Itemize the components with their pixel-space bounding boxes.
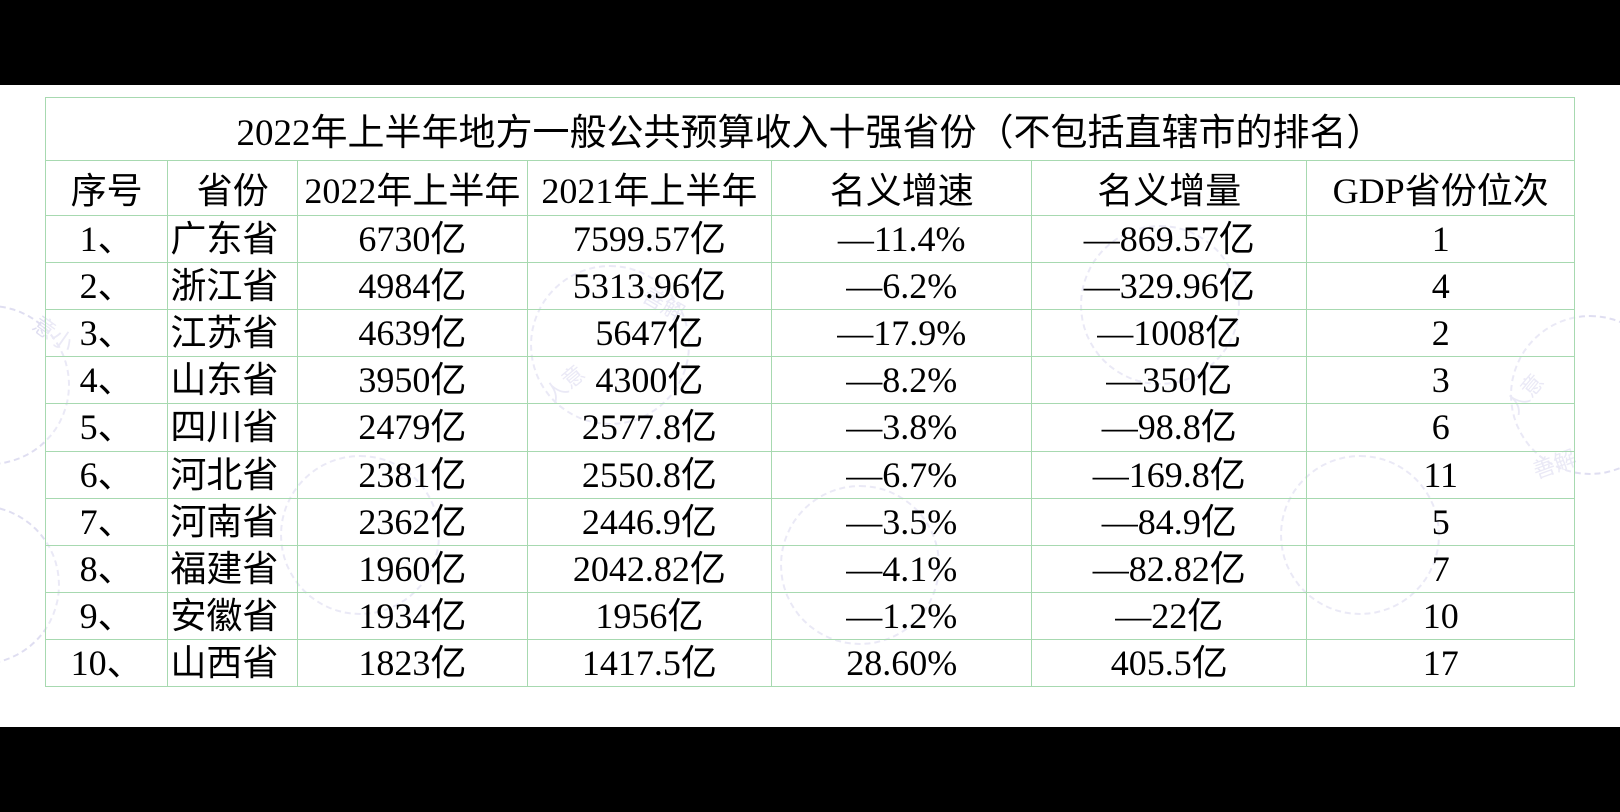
cell-diff: —329.96亿 xyxy=(1032,263,1307,310)
cell-2022: 3950亿 xyxy=(298,357,527,404)
col-header-idx: 序号 xyxy=(46,161,168,216)
cell-prov: 安徽省 xyxy=(168,592,298,639)
cell-2021: 1956亿 xyxy=(527,592,772,639)
cell-diff: —98.8亿 xyxy=(1032,404,1307,451)
cell-2021: 4300亿 xyxy=(527,357,772,404)
table-title: 2022年上半年地方一般公共预算收入十强省份（不包括直辖市的排名） xyxy=(45,97,1575,160)
cell-diff: —350亿 xyxy=(1032,357,1307,404)
cell-idx: 8、 xyxy=(46,545,168,592)
cell-rate: —4.1% xyxy=(772,545,1032,592)
table-row: 7、河南省2362亿2446.9亿—3.5%—84.9亿5 xyxy=(46,498,1575,545)
cell-2022: 6730亿 xyxy=(298,216,527,263)
cell-2021: 2042.82亿 xyxy=(527,545,772,592)
cell-diff: —82.82亿 xyxy=(1032,545,1307,592)
table-body: 1、广东省6730亿7599.57亿—11.4%—869.57亿1 2、浙江省4… xyxy=(46,216,1575,687)
cell-rate: —6.2% xyxy=(772,263,1032,310)
cell-2021: 1417.5亿 xyxy=(527,639,772,686)
cell-idx: 10、 xyxy=(46,639,168,686)
table-row: 1、广东省6730亿7599.57亿—11.4%—869.57亿1 xyxy=(46,216,1575,263)
cell-rate: —1.2% xyxy=(772,592,1032,639)
cell-2022: 2479亿 xyxy=(298,404,527,451)
cell-prov: 河北省 xyxy=(168,451,298,498)
cell-2022: 1823亿 xyxy=(298,639,527,686)
cell-rate: —17.9% xyxy=(772,310,1032,357)
cell-prov: 山东省 xyxy=(168,357,298,404)
cell-diff: —22亿 xyxy=(1032,592,1307,639)
cell-2021: 5313.96亿 xyxy=(527,263,772,310)
col-header-gdp: GDP省份位次 xyxy=(1307,161,1575,216)
col-header-2022: 2022年上半年 xyxy=(298,161,527,216)
cell-gdp: 3 xyxy=(1307,357,1575,404)
cell-2022: 2362亿 xyxy=(298,498,527,545)
cell-2022: 1960亿 xyxy=(298,545,527,592)
cell-idx: 2、 xyxy=(46,263,168,310)
cell-2021: 7599.57亿 xyxy=(527,216,772,263)
table-row: 3、江苏省4639亿5647亿—17.9%—1008亿2 xyxy=(46,310,1575,357)
table-row: 2、浙江省4984亿5313.96亿—6.2%—329.96亿4 xyxy=(46,263,1575,310)
cell-prov: 河南省 xyxy=(168,498,298,545)
cell-prov: 福建省 xyxy=(168,545,298,592)
table-row: 4、山东省3950亿4300亿—8.2%—350亿3 xyxy=(46,357,1575,404)
cell-rate: 28.60% xyxy=(772,639,1032,686)
cell-prov: 浙江省 xyxy=(168,263,298,310)
cell-idx: 4、 xyxy=(46,357,168,404)
table-row: 8、福建省1960亿2042.82亿—4.1%—82.82亿7 xyxy=(46,545,1575,592)
table-row: 5、四川省2479亿2577.8亿—3.8%—98.8亿6 xyxy=(46,404,1575,451)
cell-idx: 3、 xyxy=(46,310,168,357)
cell-idx: 1、 xyxy=(46,216,168,263)
cell-gdp: 2 xyxy=(1307,310,1575,357)
cell-gdp: 4 xyxy=(1307,263,1575,310)
cell-idx: 5、 xyxy=(46,404,168,451)
cell-gdp: 10 xyxy=(1307,592,1575,639)
cell-gdp: 17 xyxy=(1307,639,1575,686)
cell-gdp: 6 xyxy=(1307,404,1575,451)
cell-prov: 广东省 xyxy=(168,216,298,263)
col-header-diff: 名义增量 xyxy=(1032,161,1307,216)
cell-idx: 6、 xyxy=(46,451,168,498)
cell-gdp: 7 xyxy=(1307,545,1575,592)
cell-idx: 7、 xyxy=(46,498,168,545)
cell-2021: 5647亿 xyxy=(527,310,772,357)
cell-prov: 四川省 xyxy=(168,404,298,451)
cell-diff: 405.5亿 xyxy=(1032,639,1307,686)
cell-2022: 1934亿 xyxy=(298,592,527,639)
cell-2021: 2550.8亿 xyxy=(527,451,772,498)
cell-2021: 2577.8亿 xyxy=(527,404,772,451)
page: 意小 人意善解 人意善解 2022年上半年地方一般公共预算收入十强省份（不包括直… xyxy=(0,85,1620,727)
cell-prov: 江苏省 xyxy=(168,310,298,357)
cell-2022: 4984亿 xyxy=(298,263,527,310)
table-row: 6、河北省2381亿2550.8亿—6.7%—169.8亿11 xyxy=(46,451,1575,498)
cell-rate: —6.7% xyxy=(772,451,1032,498)
revenue-table: 2022年上半年地方一般公共预算收入十强省份（不包括直辖市的排名） 序号 省份 … xyxy=(45,97,1575,687)
cell-2022: 4639亿 xyxy=(298,310,527,357)
table-header-row: 序号 省份 2022年上半年 2021年上半年 名义增速 名义增量 GDP省份位… xyxy=(46,161,1575,216)
cell-gdp: 5 xyxy=(1307,498,1575,545)
cell-diff: —1008亿 xyxy=(1032,310,1307,357)
table-row: 9、安徽省1934亿1956亿—1.2%—22亿10 xyxy=(46,592,1575,639)
cell-rate: —3.8% xyxy=(772,404,1032,451)
cell-prov: 山西省 xyxy=(168,639,298,686)
cell-2021: 2446.9亿 xyxy=(527,498,772,545)
cell-rate: —8.2% xyxy=(772,357,1032,404)
col-header-rate: 名义增速 xyxy=(772,161,1032,216)
table-row: 10、山西省1823亿1417.5亿28.60%405.5亿17 xyxy=(46,639,1575,686)
cell-2022: 2381亿 xyxy=(298,451,527,498)
col-header-2021: 2021年上半年 xyxy=(527,161,772,216)
cell-diff: —169.8亿 xyxy=(1032,451,1307,498)
cell-rate: —3.5% xyxy=(772,498,1032,545)
cell-rate: —11.4% xyxy=(772,216,1032,263)
cell-idx: 9、 xyxy=(46,592,168,639)
cell-gdp: 11 xyxy=(1307,451,1575,498)
cell-diff: —869.57亿 xyxy=(1032,216,1307,263)
cell-diff: —84.9亿 xyxy=(1032,498,1307,545)
cell-gdp: 1 xyxy=(1307,216,1575,263)
col-header-prov: 省份 xyxy=(168,161,298,216)
